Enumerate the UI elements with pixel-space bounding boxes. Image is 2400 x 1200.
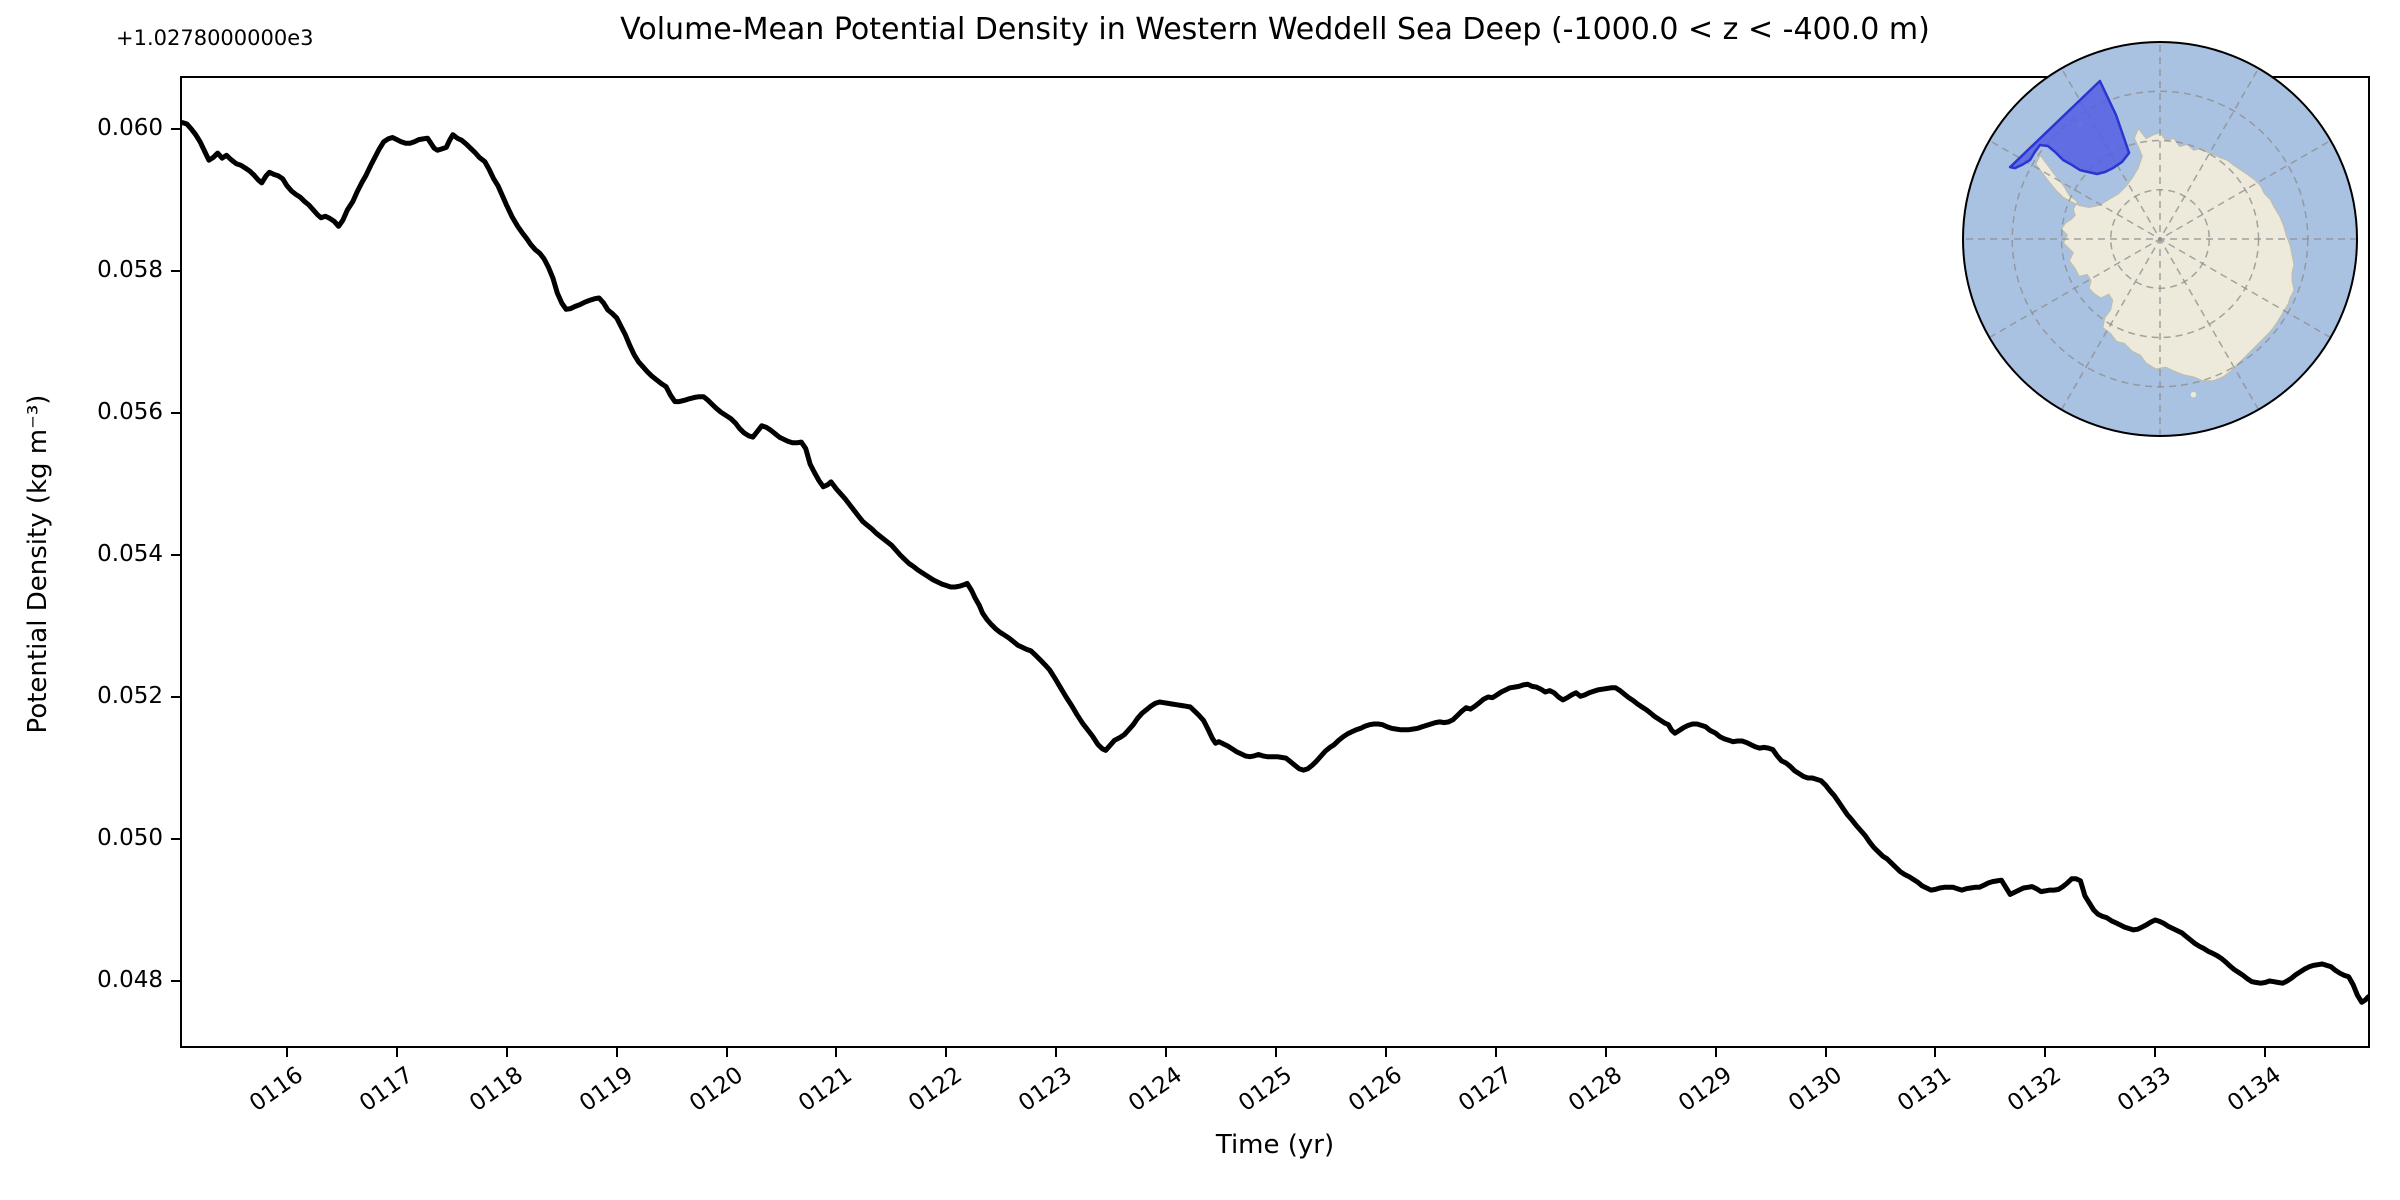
- y-axis-offset-text: +1.0278000000e3: [116, 26, 314, 50]
- x-tick-mark: [1275, 1048, 1278, 1057]
- y-tick-mark: [171, 411, 180, 414]
- x-tick-mark: [2154, 1048, 2157, 1057]
- antarctica-landmass: [2023, 127, 2295, 382]
- graticule-grid: [1963, 42, 2357, 436]
- y-tick-mark: [171, 980, 180, 983]
- y-tick-mark: [171, 554, 180, 556]
- antarctica-inset-map: [1962, 41, 2358, 437]
- y-tick-label: 0.058: [97, 256, 163, 283]
- x-tick-mark: [1714, 1048, 1717, 1057]
- y-tick-label: 0.050: [97, 825, 163, 852]
- x-tick-label: 0116: [244, 1062, 308, 1117]
- x-tick-label: 0132: [2003, 1062, 2067, 1117]
- y-tick-label: 0.052: [97, 683, 163, 709]
- map-outline-circle: [1962, 41, 2358, 437]
- x-tick-mark: [2044, 1048, 2047, 1057]
- x-tick-mark: [1494, 1048, 1497, 1057]
- y-tick-mark: [171, 127, 180, 130]
- x-tick-label: 0119: [574, 1062, 638, 1117]
- x-tick-label: 0121: [794, 1062, 858, 1117]
- density-line: [182, 120, 2368, 1005]
- y-tick-label: 0.048: [97, 967, 163, 994]
- x-tick-label: 0125: [1234, 1062, 1297, 1117]
- x-axis-label: Time (yr): [1215, 1130, 1335, 1160]
- x-tick-label: 0134: [2223, 1062, 2287, 1117]
- x-tick-mark: [835, 1048, 838, 1057]
- x-tick-label: 0128: [1563, 1062, 1627, 1117]
- x-tick-mark: [1934, 1048, 1937, 1057]
- x-tick-mark: [2264, 1048, 2267, 1057]
- x-tick-label: 0133: [2113, 1062, 2177, 1117]
- x-tick-label: 0126: [1343, 1062, 1407, 1117]
- meridian-line: [1989, 139, 2331, 339]
- highlight-region-western-weddell-sea: [2008, 79, 2131, 176]
- x-tick-label: 0124: [1124, 1062, 1188, 1117]
- map-island: [2190, 391, 2197, 398]
- x-tick-label: 0123: [1014, 1062, 1078, 1117]
- y-tick-label: 0.054: [97, 541, 163, 567]
- x-tick-mark: [1384, 1048, 1387, 1057]
- x-tick-mark: [395, 1048, 398, 1057]
- x-tick-label: 0122: [904, 1062, 968, 1117]
- chart-title: Volume-Mean Potential Density in Western…: [620, 12, 1930, 47]
- y-tick-label: 0.056: [97, 398, 163, 425]
- y-tick-mark: [171, 696, 180, 698]
- main-line-svg: [182, 120, 2368, 1005]
- x-tick-mark: [505, 1048, 508, 1057]
- y-tick-label: 0.060: [97, 114, 163, 141]
- y-tick-mark: [171, 838, 180, 841]
- x-tick-mark: [1824, 1048, 1827, 1057]
- x-tick-label: 0127: [1453, 1062, 1517, 1117]
- x-tick-mark: [1055, 1048, 1058, 1057]
- x-tick-mark: [1165, 1048, 1168, 1057]
- x-tick-mark: [725, 1048, 728, 1057]
- x-tick-mark: [285, 1048, 288, 1057]
- x-tick-label: 0130: [1783, 1062, 1847, 1117]
- x-tick-label: 0118: [464, 1062, 528, 1117]
- x-tick-label: 0117: [354, 1062, 418, 1117]
- x-tick-label: 0129: [1673, 1062, 1737, 1117]
- x-tick-mark: [945, 1048, 948, 1057]
- x-tick-mark: [615, 1048, 618, 1057]
- y-tick-mark: [171, 269, 180, 272]
- plot-frame: [180, 76, 2370, 1048]
- x-tick-label: 0131: [1893, 1062, 1957, 1117]
- x-tick-label: 0120: [684, 1062, 748, 1117]
- x-tick-mark: [1604, 1048, 1607, 1057]
